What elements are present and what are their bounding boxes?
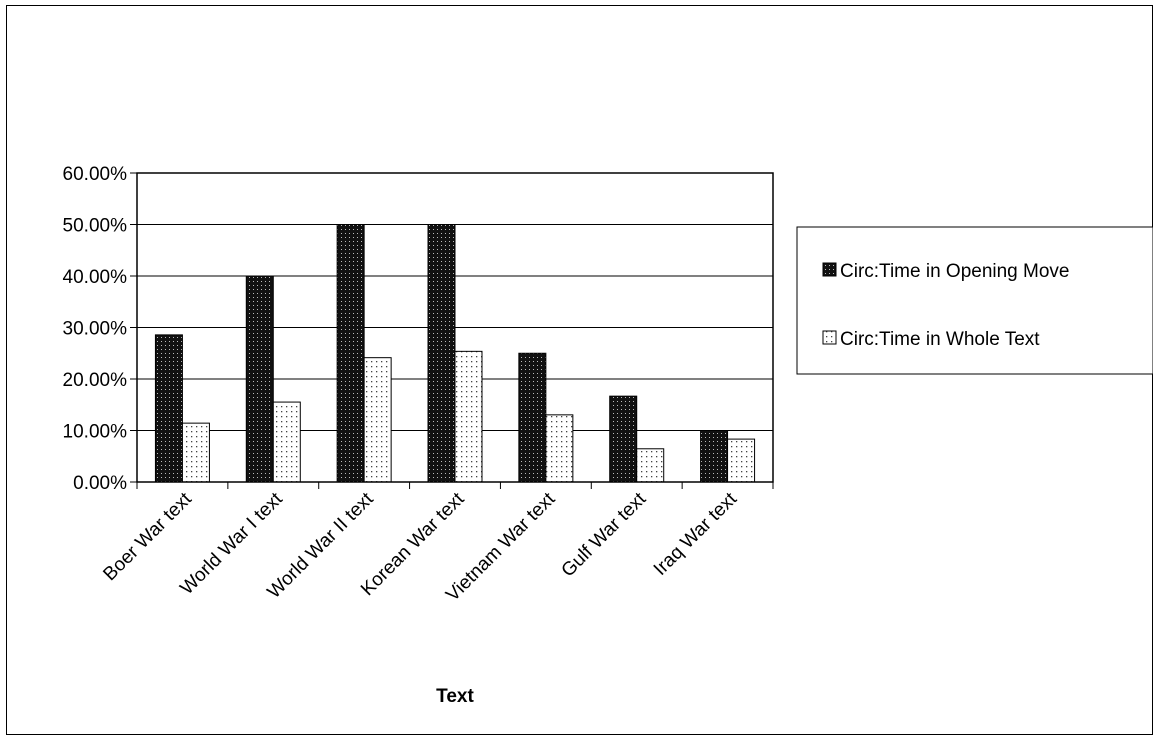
bar: [336, 224, 365, 483]
legend-swatch-opening-move: [822, 262, 837, 277]
bar: [636, 448, 665, 483]
bar: [700, 430, 729, 483]
legend-swatch-whole-text: [822, 330, 837, 345]
x-tick-label: Gulf War text: [558, 488, 651, 581]
bar: [181, 422, 210, 483]
y-tick-label: 30.00%: [63, 319, 128, 340]
bar: [518, 352, 547, 483]
bar: [245, 275, 274, 483]
x-tick-label: Iraq War text: [650, 488, 742, 580]
bar: [454, 350, 483, 483]
y-axis: 0.00% 10.00% 20.00% 30.00% 40.00% 50.00% 60.00…: [63, 164, 137, 494]
legend-label-whole-text: Circ:Time in Whole Text: [840, 329, 1040, 350]
y-tick-label: 60.00%: [63, 164, 128, 185]
bar: [727, 438, 756, 483]
legend-box: [796, 226, 1153, 375]
y-tick-label: 40.00%: [63, 267, 128, 288]
legend-label-opening-move: Circ:Time in Opening Move: [840, 261, 1069, 282]
bar: [609, 395, 638, 483]
bar: [154, 334, 183, 483]
bar: [363, 357, 392, 483]
x-axis-title: Text: [436, 686, 474, 707]
bar: [545, 414, 574, 483]
y-tick-label: 10.00%: [63, 422, 128, 443]
bar: [427, 224, 456, 483]
bars: [154, 224, 756, 483]
x-tick-label: Boer War text: [99, 488, 196, 585]
bar: [272, 401, 301, 483]
y-tick-label: 50.00%: [63, 216, 128, 237]
legend: Circ:Time in Opening Move Circ:Time in W…: [796, 226, 1153, 375]
y-tick-label: 0.00%: [73, 473, 127, 494]
y-tick-label: 20.00%: [63, 370, 128, 391]
